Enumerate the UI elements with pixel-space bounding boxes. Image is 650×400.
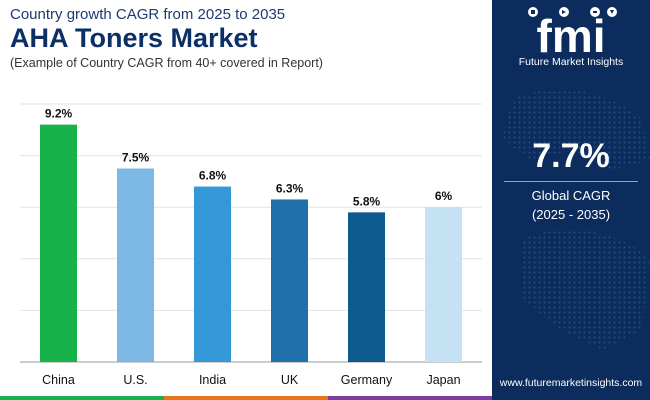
global-cagr-value: 7.7% [532, 137, 610, 175]
bottom-bar-segment [0, 396, 164, 400]
data-label: 6.8% [199, 169, 227, 183]
chart-subtitle: Country growth CAGR from 2025 to 2035 [10, 6, 286, 23]
category-label: UK [281, 373, 299, 387]
data-label: 7.5% [122, 151, 150, 165]
fmi-logo-mark: fmi [528, 7, 617, 62]
bar-uk [271, 199, 308, 362]
website-url[interactable]: www.futuremarketinsights.com [499, 377, 643, 389]
chart-data-labels: 9.2% 7.5% 6.8% 6.3% 5.8% 6% [45, 107, 453, 209]
fmi-logo: fmi [492, 0, 650, 80]
world-map-pattern [502, 89, 650, 350]
bottom-bar-segment [164, 396, 328, 400]
chart-grid [20, 103, 482, 363]
logo-wordmark: fmi [537, 10, 606, 60]
bottom-bar-segment [328, 396, 492, 400]
global-cagr-label: Global CAGR [531, 188, 611, 203]
side-panel: fmi Future Market Insights 7.7% Global C… [492, 0, 650, 400]
chart-bars [40, 124, 462, 362]
bar-chart: 9.2% 7.5% 6.8% 6.3% 5.8% 6% China U.S. India UK G… [20, 103, 482, 387]
category-label: Germany [341, 373, 393, 387]
chart-note: (Example of Country CAGR from 40+ covere… [10, 56, 323, 70]
category-label: China [42, 373, 75, 387]
global-cagr-range: (2025 - 2035) [531, 207, 611, 222]
bottom-color-bar [0, 396, 492, 400]
brand-name: Future Market Insights [518, 56, 624, 68]
bar-china [40, 124, 77, 362]
data-label: 9.2% [45, 107, 73, 121]
bar-japan [425, 207, 462, 362]
category-label: India [199, 373, 226, 387]
data-label: 6% [435, 189, 453, 203]
bar-germany [348, 212, 385, 362]
data-label: 5.8% [353, 194, 381, 208]
bar-u-s [117, 168, 154, 362]
cagr-divider [504, 181, 638, 182]
bar-india [194, 186, 231, 362]
category-label: Japan [426, 373, 460, 387]
data-label: 6.3% [276, 181, 304, 195]
category-label: U.S. [123, 373, 147, 387]
chart-category-labels: China U.S. India UK Germany Japan [42, 373, 460, 387]
chart-title: AHA Toners Market [10, 23, 258, 53]
